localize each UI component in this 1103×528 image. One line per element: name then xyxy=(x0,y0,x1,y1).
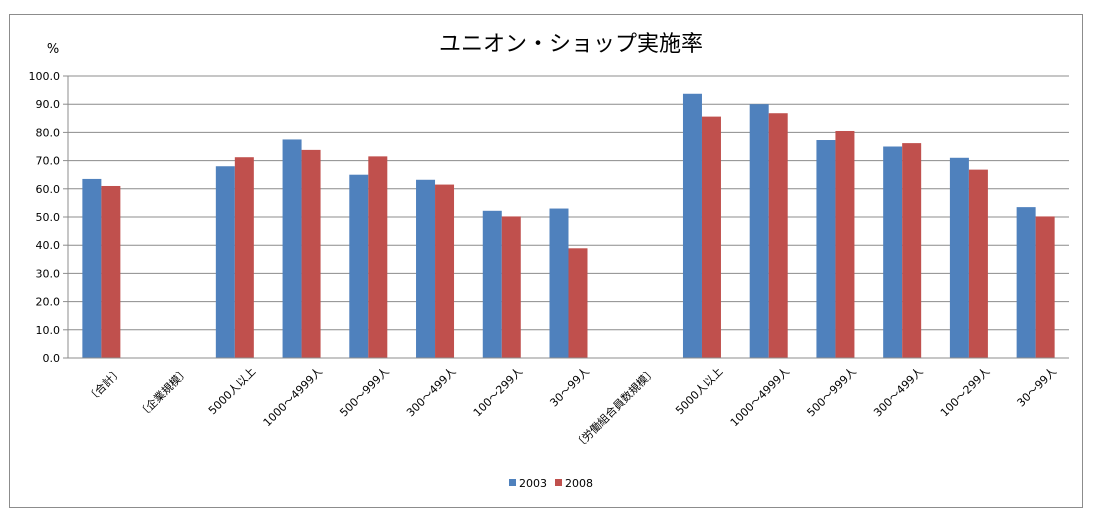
x-tick-label: 5000人以上 xyxy=(673,365,725,417)
bar-2008 xyxy=(1035,216,1055,358)
bar-2008 xyxy=(234,157,254,358)
x-tick-label: 100～299人 xyxy=(471,365,525,419)
x-tick-label: 〔合計〕 xyxy=(84,364,125,405)
y-tick-label: 90.0 xyxy=(36,98,61,111)
legend-swatch xyxy=(509,479,516,486)
bar-chart: ユニオン・ショップ実施率 % 0.0 10.0 20.0 30.0 40.0 50.0 60… xyxy=(29,32,1069,490)
y-tick-label: 20.0 xyxy=(36,296,61,309)
x-tick-label: 300～499人 xyxy=(871,365,925,419)
bar-2003 xyxy=(349,174,369,358)
bar-2008 xyxy=(368,156,388,358)
y-tick-label: 50.0 xyxy=(36,211,61,224)
bars xyxy=(82,93,1055,359)
bar-2003 xyxy=(816,140,836,358)
y-tick-label: 80.0 xyxy=(36,126,61,139)
y-axis-unit: % xyxy=(47,42,59,57)
bar-2008 xyxy=(835,130,855,358)
legend: 2003 2008 xyxy=(509,477,593,490)
x-tick-label: 500～999人 xyxy=(804,365,858,419)
bar-2008 xyxy=(568,248,588,358)
bar-2003 xyxy=(482,210,502,358)
y-tick-label: 70.0 xyxy=(36,155,61,168)
x-tick-label: 30～99人 xyxy=(1015,365,1060,410)
chart-title: ユニオン・ショップ実施率 xyxy=(439,32,703,57)
legend-label: 2003 xyxy=(519,477,547,490)
x-tick-label: 1000～4999人 xyxy=(728,365,792,429)
x-tick-label: 100～299人 xyxy=(938,365,992,419)
bar-2003 xyxy=(416,179,436,358)
bar-2003 xyxy=(215,166,235,358)
bar-2008 xyxy=(501,216,521,358)
y-tick-label: 100.0 xyxy=(29,70,61,83)
bar-2003 xyxy=(282,139,302,358)
bar-2003 xyxy=(883,146,903,358)
bar-2003 xyxy=(949,157,969,358)
y-tick-label: 30.0 xyxy=(36,267,61,280)
x-tick-label: 300～499人 xyxy=(404,365,458,419)
x-tick-label: 30～99人 xyxy=(547,365,592,410)
y-tick-label: 40.0 xyxy=(36,239,61,252)
bar-2008 xyxy=(301,149,321,358)
y-axis-ticks: 0.0 10.0 20.0 30.0 40.0 50.0 60.0 70.0 80.0 90.0 1… xyxy=(29,70,61,365)
legend-swatch xyxy=(555,479,562,486)
legend-label: 2008 xyxy=(565,477,593,490)
bar-2003 xyxy=(749,104,769,358)
y-tick-label: 0.0 xyxy=(43,352,61,365)
x-tick-label: 〔企業規模〕 xyxy=(135,364,192,421)
x-tick-label: 1000～4999人 xyxy=(261,365,325,429)
axes xyxy=(63,75,1069,359)
y-tick-label: 60.0 xyxy=(36,183,61,196)
bar-2003 xyxy=(549,208,569,358)
x-tick-label: 5000人以上 xyxy=(206,365,258,417)
chart-frame: ユニオン・ショップ実施率 % 0.0 10.0 20.0 30.0 40.0 50.0 60… xyxy=(9,14,1083,508)
x-axis-ticks: 〔合計〕 〔企業規模〕 5000人以上 1000～4999人 500～999人 300～4… xyxy=(84,364,1059,452)
bar-2008 xyxy=(701,116,721,358)
bar-2008 xyxy=(435,184,455,358)
x-tick-label: 500～999人 xyxy=(337,365,391,419)
bar-2008 xyxy=(968,169,988,358)
bar-2003 xyxy=(82,178,102,358)
y-tick-label: 10.0 xyxy=(36,324,61,337)
bar-2003 xyxy=(682,93,702,359)
bar-2008 xyxy=(902,143,922,358)
bar-2003 xyxy=(1016,207,1036,358)
bar-2008 xyxy=(768,113,788,358)
bar-2008 xyxy=(101,185,121,358)
